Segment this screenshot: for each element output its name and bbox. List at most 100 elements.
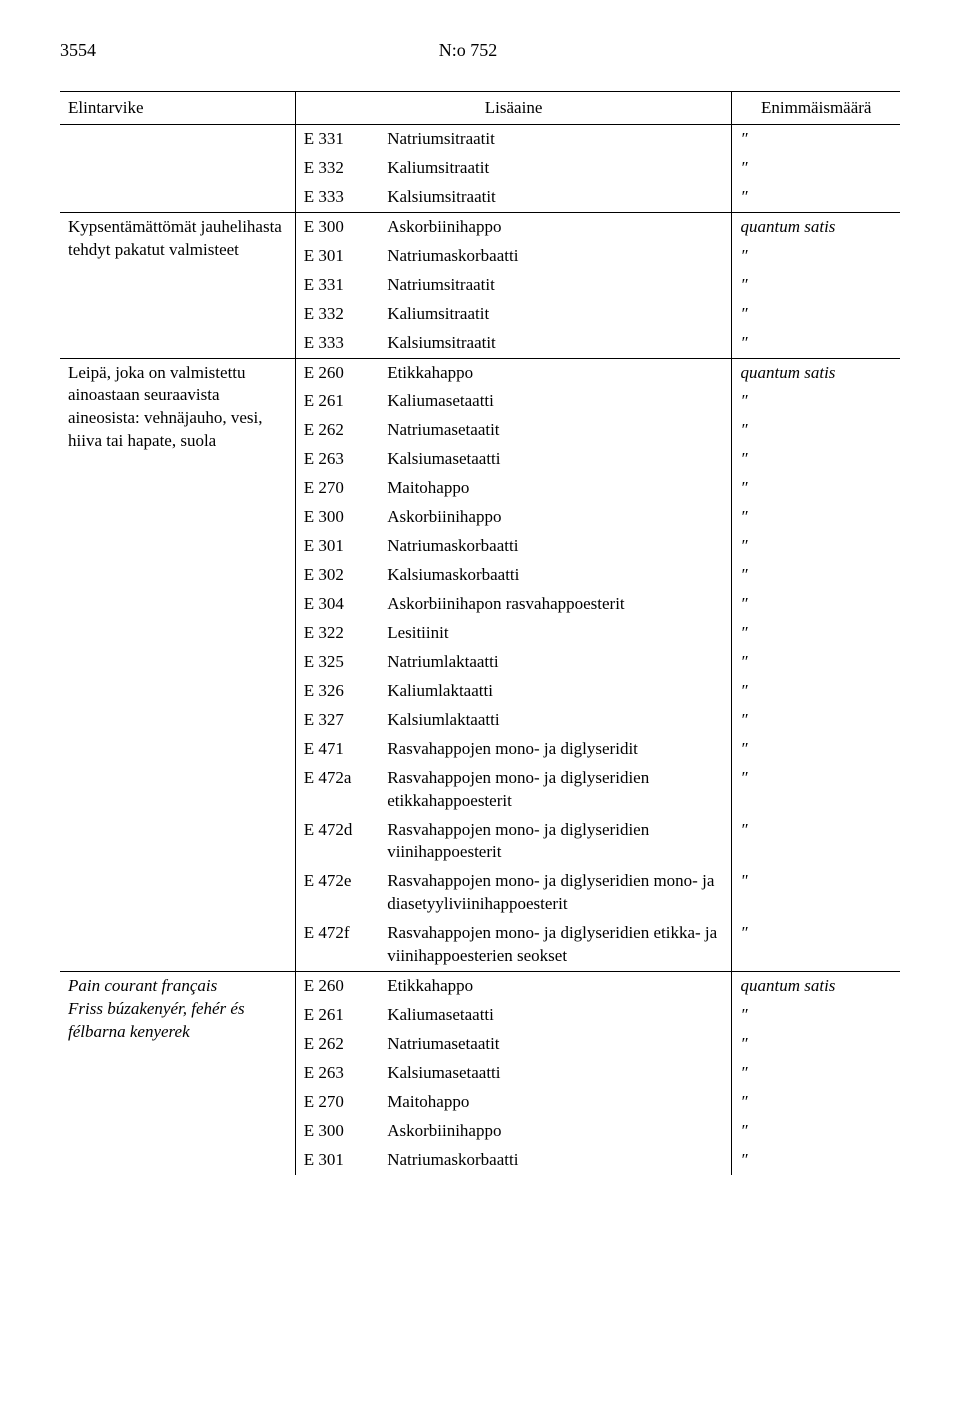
max-cell: ″ [732,416,900,445]
max-cell: ″ [732,677,900,706]
code-cell: E 327 [295,706,379,735]
max-cell: ″ [732,1001,900,1030]
code-cell: E 333 [295,329,379,358]
max-cell: ″ [732,532,900,561]
max-cell: ″ [732,1117,900,1146]
max-cell: ″ [732,764,900,816]
max-cell: ″ [732,735,900,764]
food-line2: Friss búzakenyér, fehér és félbarna keny… [68,998,287,1044]
name-cell: Natriumsitraatit [379,125,732,154]
table-row: E 331 Natriumsitraatit ″ [60,125,900,154]
max-cell: ″ [732,154,900,183]
code-cell: E 302 [295,561,379,590]
page-header: 3554 N:o 752 [60,40,900,61]
name-cell: Askorbiinihappo [379,212,732,241]
code-cell: E 331 [295,271,379,300]
name-cell: Natriumsitraatit [379,271,732,300]
code-cell: E 261 [295,1001,379,1030]
code-cell: E 262 [295,1030,379,1059]
code-cell: E 263 [295,445,379,474]
code-cell: E 263 [295,1059,379,1088]
code-cell: E 322 [295,619,379,648]
max-cell: ″ [732,816,900,868]
name-cell: Natriumaskorbaatti [379,532,732,561]
code-cell: E 300 [295,212,379,241]
name-cell: Rasvahappojen mono- ja diglyseridien mon… [379,867,732,919]
max-cell: quantum satis [732,358,900,387]
code-cell: E 472a [295,764,379,816]
max-cell: ″ [732,503,900,532]
name-cell: Kalsiumasetaatti [379,1059,732,1088]
code-cell: E 325 [295,648,379,677]
max-cell: ″ [732,1059,900,1088]
name-cell: Maitohappo [379,474,732,503]
name-cell: Kaliumsitraatit [379,300,732,329]
max-cell: ″ [732,648,900,677]
name-cell: Askorbiinihappo [379,1117,732,1146]
name-cell: Rasvahappojen mono- ja diglyseridien vii… [379,816,732,868]
code-cell: E 472e [295,867,379,919]
max-cell: ″ [732,271,900,300]
max-cell: ″ [732,619,900,648]
max-cell: ″ [732,1146,900,1175]
additives-table: Elintarvike Lisäaine Enimmäismäärä E 331… [60,91,900,1175]
food-cell: Kypsentämättömät jauhelihasta tehdyt pak… [60,212,295,358]
code-cell: E 300 [295,1117,379,1146]
max-cell: ″ [732,561,900,590]
max-cell: quantum satis [732,212,900,241]
doc-number: N:o 752 [96,40,840,61]
name-cell: Natriumlaktaatti [379,648,732,677]
name-cell: Natriumasetaatit [379,416,732,445]
code-cell: E 472d [295,816,379,868]
max-cell: ″ [732,1088,900,1117]
max-cell: quantum satis [732,972,900,1001]
max-cell: ″ [732,387,900,416]
code-cell: E 262 [295,416,379,445]
name-cell: Askorbiinihappo [379,503,732,532]
name-cell: Kalsiumlaktaatti [379,706,732,735]
name-cell: Natriumaskorbaatti [379,242,732,271]
header-enimmaismaara: Enimmäismäärä [732,92,900,125]
name-cell: Kalsiumasetaatti [379,445,732,474]
code-cell: E 471 [295,735,379,764]
name-cell: Etikkahappo [379,972,732,1001]
name-cell: Rasvahappojen mono- ja diglyseridit [379,735,732,764]
name-cell: Kaliumlaktaatti [379,677,732,706]
page-number: 3554 [60,40,96,61]
code-cell: E 261 [295,387,379,416]
header-elintarvike: Elintarvike [60,92,295,125]
code-cell: E 301 [295,532,379,561]
name-cell: Rasvahappojen mono- ja diglyseridien eti… [379,919,732,971]
code-cell: E 331 [295,125,379,154]
max-cell: ″ [732,1030,900,1059]
name-cell: Natriumasetaatit [379,1030,732,1059]
max-cell: ″ [732,445,900,474]
code-cell: E 333 [295,183,379,212]
code-cell: E 301 [295,1146,379,1175]
max-cell: ″ [732,706,900,735]
code-cell: E 304 [295,590,379,619]
name-cell: Maitohappo [379,1088,732,1117]
code-cell: E 326 [295,677,379,706]
table-row: Leipä, joka on valmistettu ainoastaan se… [60,358,900,387]
name-cell: Kaliumasetaatti [379,1001,732,1030]
code-cell: E 300 [295,503,379,532]
code-cell: E 332 [295,300,379,329]
food-line1: Pain courant français [68,975,287,998]
name-cell: Natriumaskorbaatti [379,1146,732,1175]
name-cell: Kalsiumaskorbaatti [379,561,732,590]
max-cell: ″ [732,590,900,619]
max-cell: ″ [732,474,900,503]
name-cell: Kalsiumsitraatit [379,183,732,212]
code-cell: E 270 [295,474,379,503]
name-cell: Kaliumsitraatit [379,154,732,183]
name-cell: Askorbiinihapon rasvahappoesterit [379,590,732,619]
table-row: Pain courant français Friss búzakenyér, … [60,972,900,1001]
max-cell: " [732,867,900,919]
header-lisaaine: Lisäaine [295,92,732,125]
max-cell: ″ [732,300,900,329]
food-cell: Pain courant français Friss búzakenyér, … [60,972,295,1175]
code-cell: E 270 [295,1088,379,1117]
code-cell: E 472f [295,919,379,971]
code-cell: E 332 [295,154,379,183]
